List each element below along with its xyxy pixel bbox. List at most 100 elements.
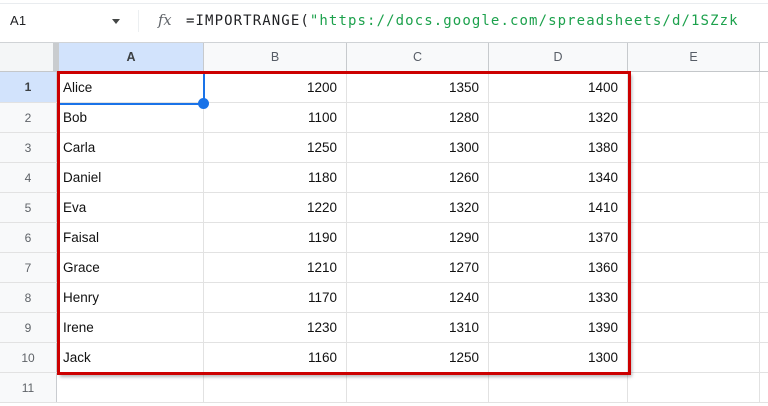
table-row: 7 Grace 1210 1270 1360: [0, 253, 768, 283]
cell-b8[interactable]: 1170: [204, 283, 347, 312]
row-header-10[interactable]: 10: [0, 343, 57, 372]
cell-b6[interactable]: 1190: [204, 223, 347, 252]
column-header-e[interactable]: E: [628, 43, 760, 71]
cell-e8[interactable]: [628, 283, 760, 312]
row-header-3[interactable]: 3: [0, 133, 57, 162]
cell-d3[interactable]: 1380: [489, 133, 628, 162]
cell-e9[interactable]: [628, 313, 760, 342]
table-row: 6 Faisal 1190 1290 1370: [0, 223, 768, 253]
cell-e3[interactable]: [628, 133, 760, 162]
cell-d7[interactable]: 1360: [489, 253, 628, 282]
cell-d6[interactable]: 1370: [489, 223, 628, 252]
cell-c5[interactable]: 1320: [347, 193, 489, 222]
cell-b11[interactable]: [204, 373, 347, 402]
cell-a9[interactable]: Irene: [57, 313, 204, 342]
name-box[interactable]: A1: [10, 0, 26, 42]
row-header-7[interactable]: 7: [0, 253, 57, 282]
column-header-c[interactable]: C: [347, 43, 489, 71]
cell-a10[interactable]: Jack: [57, 343, 204, 372]
cell-filler: [760, 313, 768, 342]
cell-d2[interactable]: 1320: [489, 103, 628, 132]
cell-c7[interactable]: 1270: [347, 253, 489, 282]
cell-c4[interactable]: 1260: [347, 163, 489, 192]
cell-a2[interactable]: Bob: [57, 103, 204, 132]
cell-c10[interactable]: 1250: [347, 343, 489, 372]
cell-a7[interactable]: Grace: [57, 253, 204, 282]
cell-d11[interactable]: [489, 373, 628, 402]
cell-b3[interactable]: 1250: [204, 133, 347, 162]
cell-c8[interactable]: 1240: [347, 283, 489, 312]
cell-a8[interactable]: Henry: [57, 283, 204, 312]
cell-b9[interactable]: 1230: [204, 313, 347, 342]
table-row: 1 Alice 1200 1350 1400: [0, 72, 768, 103]
cell-filler: [760, 223, 768, 252]
selected-cell-a1[interactable]: Alice: [57, 72, 204, 102]
cell-d10[interactable]: 1300: [489, 343, 628, 372]
cell-c11[interactable]: [347, 373, 489, 402]
row-header-9[interactable]: 9: [0, 313, 57, 342]
fill-handle[interactable]: [198, 98, 209, 109]
cell-a5[interactable]: Eva: [57, 193, 204, 222]
row-header-11[interactable]: 11: [0, 373, 57, 402]
cell-d8[interactable]: 1330: [489, 283, 628, 312]
column-header-filler: [760, 43, 768, 71]
formula-bar: A1 fx =IMPORTRANGE("https://docs.google.…: [0, 0, 768, 43]
cell-c1[interactable]: 1350: [347, 72, 489, 102]
chevron-down-icon[interactable]: [112, 19, 120, 24]
cell-e7[interactable]: [628, 253, 760, 282]
column-header-a[interactable]: A: [59, 43, 204, 71]
cell-b10[interactable]: 1160: [204, 343, 347, 372]
cell-e4[interactable]: [628, 163, 760, 192]
cell-d4[interactable]: 1340: [489, 163, 628, 192]
table-row: 4 Daniel 1180 1260 1340: [0, 163, 768, 193]
cell-b2[interactable]: 1100: [204, 103, 347, 132]
cell-d9[interactable]: 1390: [489, 313, 628, 342]
formula-function-text: =IMPORTRANGE(: [186, 13, 310, 29]
cell-c9[interactable]: 1310: [347, 313, 489, 342]
table-row: 10 Jack 1160 1250 1300: [0, 343, 768, 373]
row-header-5[interactable]: 5: [0, 193, 57, 222]
cell-reference: A1: [10, 13, 27, 28]
cell-a3[interactable]: Carla: [57, 133, 204, 162]
row-header-4[interactable]: 4: [0, 163, 57, 192]
cell-e1[interactable]: [628, 72, 760, 102]
cell-e11[interactable]: [628, 373, 760, 402]
cell-b7[interactable]: 1210: [204, 253, 347, 282]
cell-d5[interactable]: 1410: [489, 193, 628, 222]
cell-c6[interactable]: 1290: [347, 223, 489, 252]
cell-filler: [760, 193, 768, 222]
row-header-2[interactable]: 2: [0, 103, 57, 132]
table-row: 11: [0, 373, 768, 403]
select-all-corner[interactable]: [0, 43, 53, 71]
table-row: 2 Bob 1100 1280 1320: [0, 103, 768, 133]
column-header-d[interactable]: D: [489, 43, 628, 71]
cell-c3[interactable]: 1300: [347, 133, 489, 162]
cell-b1[interactable]: 1200: [204, 72, 347, 102]
row-header-8[interactable]: 8: [0, 283, 57, 312]
cell-a6[interactable]: Faisal: [57, 223, 204, 252]
table-row: 5 Eva 1220 1320 1410: [0, 193, 768, 223]
cell-c2[interactable]: 1280: [347, 103, 489, 132]
cell-e2[interactable]: [628, 103, 760, 132]
formula-input[interactable]: =IMPORTRANGE("https://docs.google.com/sp…: [186, 0, 768, 42]
cell-a11[interactable]: [57, 373, 204, 402]
cell-b5[interactable]: 1220: [204, 193, 347, 222]
cell-a4[interactable]: Daniel: [57, 163, 204, 192]
cell-e6[interactable]: [628, 223, 760, 252]
cell-filler: [760, 373, 768, 402]
row-header-6[interactable]: 6: [0, 223, 57, 252]
cell-filler: [760, 283, 768, 312]
name-box-divider: [138, 10, 139, 32]
cell-d1[interactable]: 1400: [489, 72, 628, 102]
corner-strip: [53, 43, 59, 71]
table-row: 8 Henry 1170 1240 1330: [0, 283, 768, 313]
cell-filler: [760, 163, 768, 192]
row-header-1[interactable]: 1: [0, 72, 57, 102]
sheet-grid: 1 Alice 1200 1350 1400 2 Bob 1100 1280 1…: [0, 72, 768, 403]
column-header-b[interactable]: B: [204, 43, 347, 71]
cell-e5[interactable]: [628, 193, 760, 222]
cell-b4[interactable]: 1180: [204, 163, 347, 192]
cell-e10[interactable]: [628, 343, 760, 372]
cell-filler: [760, 72, 768, 102]
cell-filler: [760, 133, 768, 162]
